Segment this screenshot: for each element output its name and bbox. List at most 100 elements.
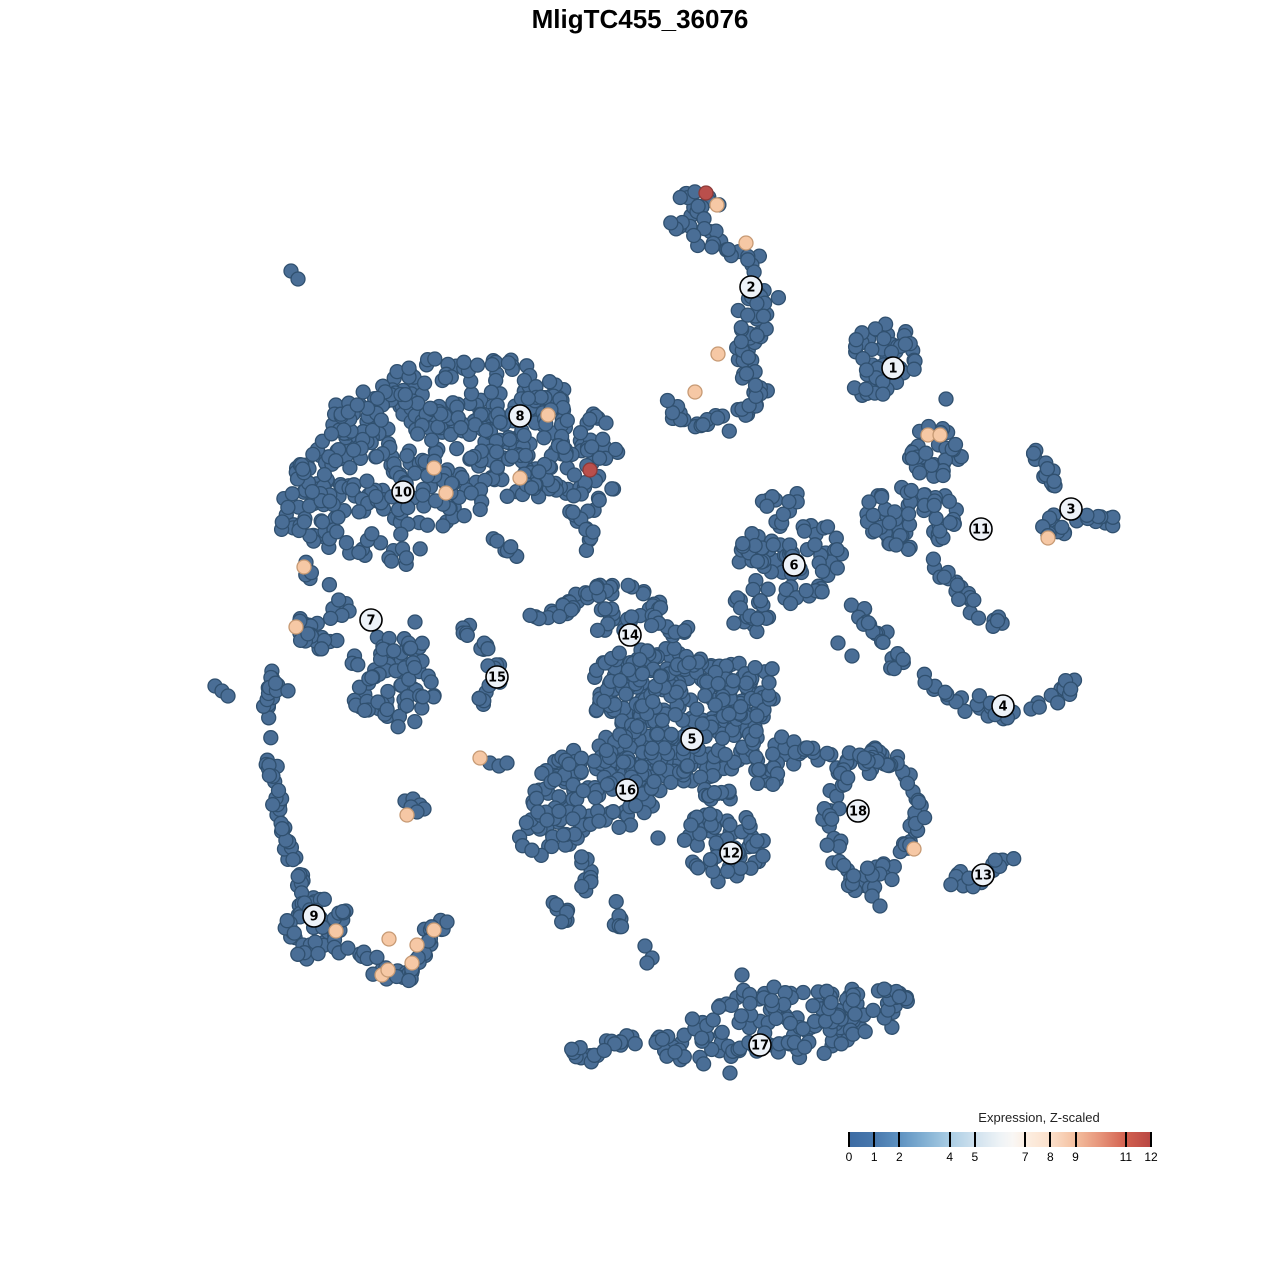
- cell-point: [439, 914, 455, 930]
- cluster-label-circle: [680, 727, 704, 751]
- cell-point: [555, 827, 572, 843]
- cell-point: [503, 539, 519, 555]
- cell-point: [573, 849, 590, 865]
- cell-point: [566, 467, 583, 483]
- cluster-label-circle: [846, 799, 870, 823]
- cell-point: [340, 940, 356, 956]
- cell-point: [453, 420, 469, 436]
- cell-point: [689, 701, 705, 717]
- cell-point: [399, 697, 415, 714]
- highlight-cell-point: [438, 485, 454, 501]
- cell-point: [335, 903, 351, 920]
- cell-point: [765, 746, 781, 762]
- cell-point: [499, 755, 515, 771]
- cell-point: [858, 381, 874, 397]
- cell-point: [342, 460, 358, 476]
- cell-point: [300, 626, 316, 642]
- cluster-label-circle: [719, 841, 743, 865]
- cell-point: [897, 336, 914, 352]
- legend-tick-label: 9: [1072, 1150, 1079, 1164]
- cell-point: [1039, 461, 1056, 477]
- cell-point: [807, 537, 823, 553]
- legend-tick-mark: [1024, 1132, 1027, 1147]
- cell-point: [398, 550, 415, 566]
- cell-point: [290, 271, 306, 287]
- cell-point: [415, 487, 431, 503]
- highlight-cell-point: [380, 962, 396, 978]
- cell-point: [280, 683, 296, 699]
- cell-point: [629, 718, 645, 735]
- cell-point: [613, 918, 630, 935]
- highlight-cell-point: [472, 750, 488, 766]
- cell-point: [290, 946, 306, 962]
- cell-point: [472, 501, 488, 518]
- cell-point: [383, 553, 400, 569]
- cell-point: [652, 668, 669, 685]
- cell-point: [620, 662, 637, 678]
- highlight-cell-point: [512, 470, 528, 486]
- cell-point: [488, 444, 505, 460]
- cell-point: [415, 689, 431, 705]
- cell-point: [528, 790, 545, 806]
- cell-point: [903, 482, 919, 499]
- legend-tick-label: 7: [1021, 1150, 1029, 1164]
- cell-point: [891, 989, 908, 1005]
- cell-point: [399, 448, 415, 464]
- cell-point: [860, 615, 877, 631]
- cluster-label-circle: [1059, 497, 1083, 521]
- cell-point: [725, 673, 741, 689]
- cell-point: [565, 811, 581, 827]
- highlight-cell-point: [399, 807, 415, 823]
- cell-point: [740, 252, 756, 268]
- cell-point: [798, 583, 814, 599]
- cell-point: [492, 414, 508, 430]
- cell-point: [666, 640, 682, 657]
- cell-point: [627, 1036, 643, 1052]
- cell-point: [858, 362, 875, 378]
- cell-point: [478, 422, 494, 439]
- highlight-cell-point: [426, 922, 442, 938]
- cell-point: [536, 430, 552, 446]
- cell-point: [676, 832, 693, 848]
- legend-tick-mark: [873, 1132, 876, 1147]
- cell-point: [819, 837, 835, 853]
- cell-point: [749, 833, 765, 849]
- cell-point: [899, 775, 916, 792]
- cell-point: [886, 660, 902, 677]
- cell-point: [847, 1006, 863, 1022]
- cluster-label-circle: [508, 404, 532, 428]
- cluster-label-text: 2: [746, 281, 755, 296]
- cell-point: [330, 509, 346, 525]
- cell-point: [574, 878, 590, 895]
- cluster-label-circle: [302, 904, 326, 928]
- cell-point: [279, 913, 295, 929]
- cell-point: [749, 775, 766, 792]
- highlight-cell-point: [296, 559, 312, 575]
- cell-point: [796, 523, 813, 539]
- cell-point: [875, 634, 891, 650]
- cell-point: [523, 480, 540, 496]
- cluster-label-text: 13: [974, 869, 992, 884]
- cell-point: [941, 493, 957, 510]
- cell-point: [599, 776, 616, 793]
- cell-point: [654, 1031, 671, 1047]
- cell-point: [770, 290, 787, 306]
- cell-point: [916, 809, 933, 826]
- cell-point: [261, 767, 278, 784]
- cell-point: [796, 1039, 813, 1055]
- cell-point: [591, 450, 608, 466]
- cell-point: [987, 852, 1003, 868]
- cell-point: [935, 467, 951, 484]
- cell-point: [390, 719, 406, 735]
- cluster-label-text: 1: [888, 362, 897, 377]
- cluster-label-3: 3: [1059, 497, 1083, 521]
- cell-point: [1046, 473, 1062, 489]
- cell-point: [740, 349, 757, 365]
- cell-point: [911, 465, 928, 481]
- cluster-label-circle: [618, 623, 642, 647]
- cell-point: [489, 459, 506, 475]
- cell-point: [705, 1012, 721, 1028]
- cell-point: [702, 806, 718, 822]
- cell-point: [364, 669, 380, 686]
- cell-point: [690, 860, 706, 876]
